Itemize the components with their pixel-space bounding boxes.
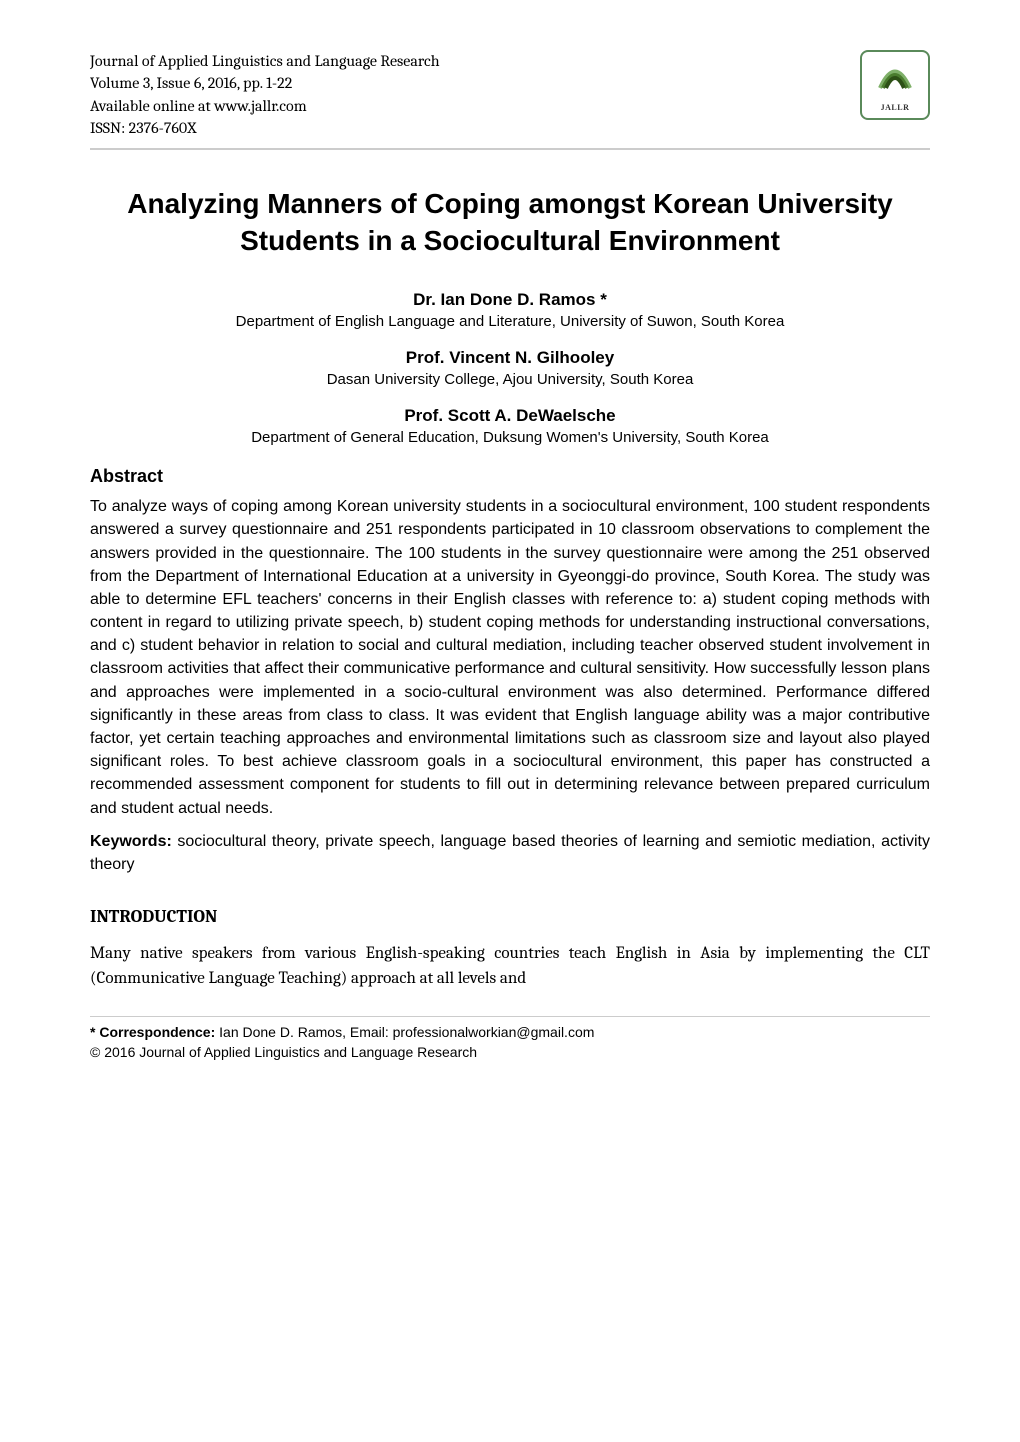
keywords-label: Keywords: [90, 833, 172, 850]
author-affiliation: Department of English Language and Liter… [90, 313, 930, 330]
header-divider [90, 148, 930, 150]
author-block-2: Prof. Vincent N. Gilhooley Dasan Univers… [90, 348, 930, 388]
header: Journal of Applied Linguistics and Langu… [90, 50, 930, 140]
journal-volume: Volume 3, Issue 6, 2016, pp. 1-22 [90, 72, 440, 94]
keywords: Keywords: sociocultural theory, private … [90, 830, 930, 876]
journal-logo: JALLR [860, 50, 930, 120]
author-affiliation: Dasan University College, Ajou Universit… [90, 371, 930, 388]
paper-title: Analyzing Manners of Coping amongst Kore… [90, 185, 930, 261]
introduction-heading: INTRODUCTION [90, 906, 930, 927]
author-block-1: Dr. Ian Done D. Ramos * Department of En… [90, 290, 930, 330]
correspondence: * Correspondence: Ian Done D. Ramos, Ema… [90, 1023, 930, 1043]
abstract-heading: Abstract [90, 466, 930, 487]
author-name: Dr. Ian Done D. Ramos * [90, 290, 930, 310]
journal-name: Journal of Applied Linguistics and Langu… [90, 50, 440, 72]
abstract-body: To analyze ways of coping among Korean u… [90, 495, 930, 820]
journal-availability: Available online at www.jallr.com [90, 95, 440, 117]
footer-divider [90, 1016, 930, 1017]
introduction-body: Many native speakers from various Englis… [90, 942, 930, 991]
correspondence-text: Ian Done D. Ramos, Email: professionalwo… [219, 1024, 594, 1040]
logo-arcs-icon [875, 60, 915, 90]
author-affiliation: Department of General Education, Duksung… [90, 429, 930, 446]
copyright: © 2016 Journal of Applied Linguistics an… [90, 1043, 930, 1063]
author-name: Prof. Scott A. DeWaelsche [90, 406, 930, 426]
keywords-text: sociocultural theory, private speech, la… [90, 833, 930, 873]
journal-info: Journal of Applied Linguistics and Langu… [90, 50, 440, 140]
correspondence-label: * Correspondence: [90, 1024, 219, 1040]
author-block-3: Prof. Scott A. DeWaelsche Department of … [90, 406, 930, 446]
author-name: Prof. Vincent N. Gilhooley [90, 348, 930, 368]
journal-issn: ISSN: 2376-760X [90, 117, 440, 139]
logo-label: JALLR [881, 103, 910, 112]
